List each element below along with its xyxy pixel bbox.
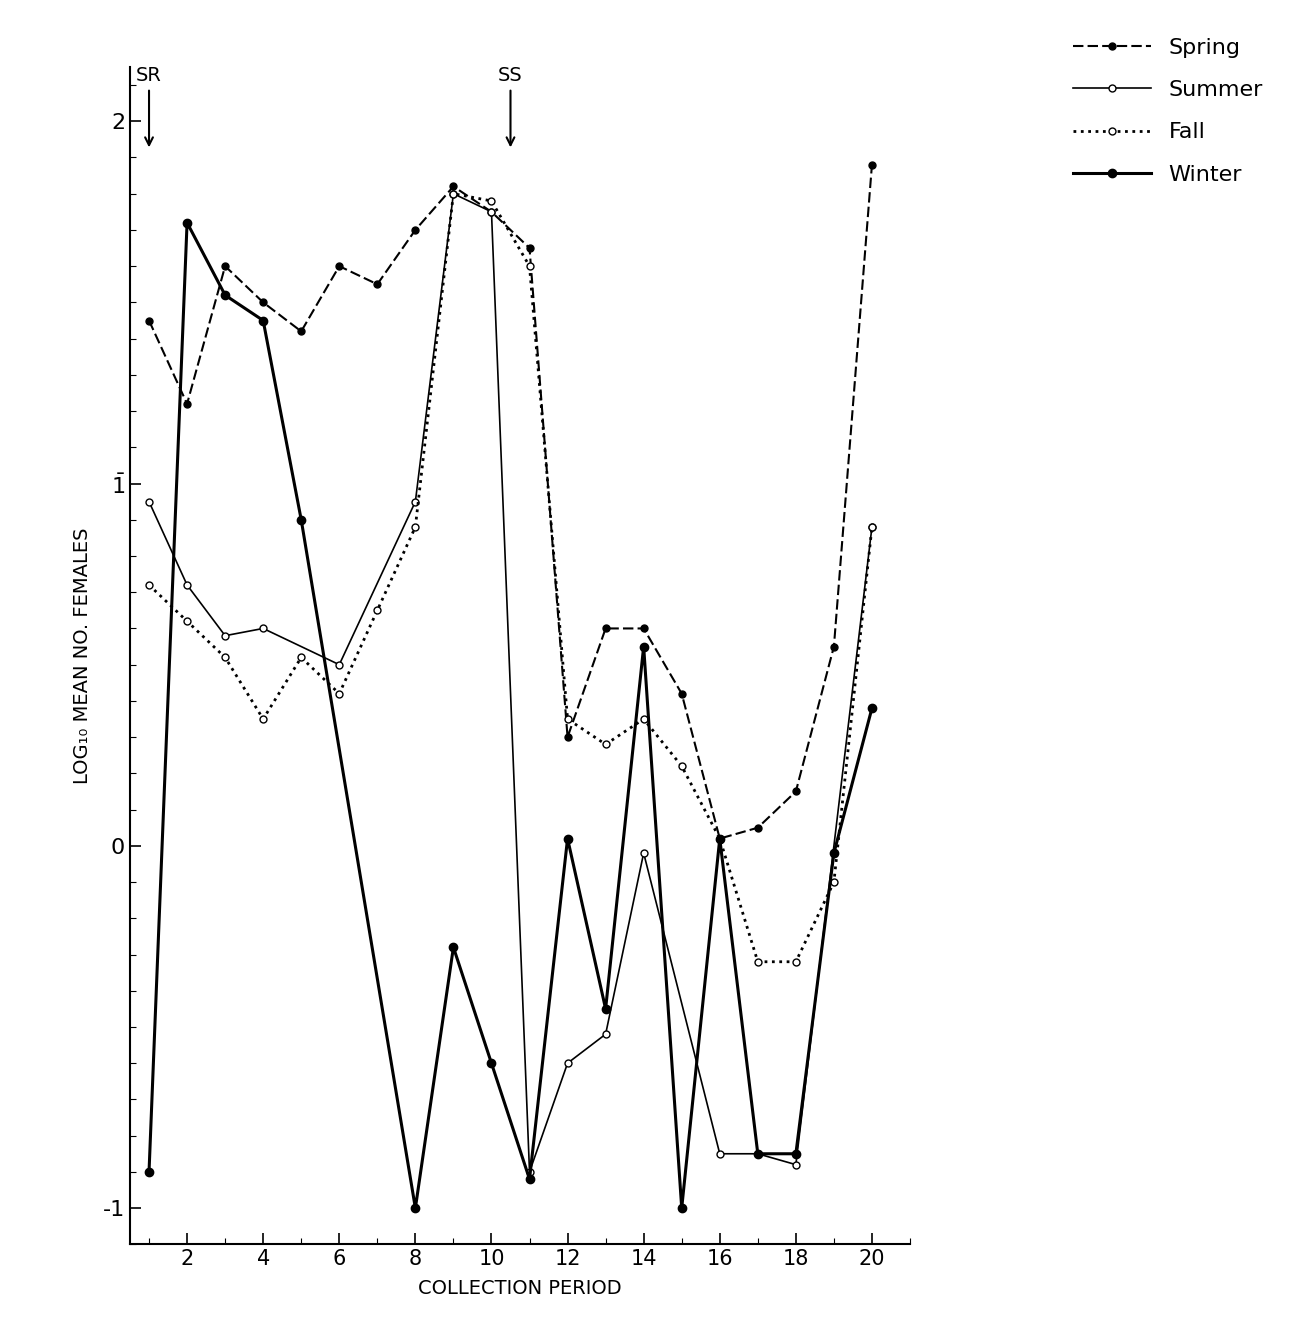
- Fall: [560, 710, 576, 727]
- Fall: [788, 954, 803, 970]
- Fall: [369, 602, 385, 618]
- Winter: [673, 1200, 689, 1216]
- Summer: [636, 846, 651, 862]
- Summer: [179, 577, 195, 593]
- Spring: [712, 831, 728, 847]
- Fall: [750, 954, 766, 970]
- Summer: [560, 1056, 576, 1072]
- Winter: [864, 700, 880, 716]
- Fall: [255, 710, 270, 727]
- Spring: [217, 258, 233, 274]
- Winter: [217, 288, 233, 304]
- Spring: [408, 222, 424, 238]
- Summer: [521, 1164, 537, 1180]
- Fall: [521, 258, 537, 274]
- Spring: [598, 621, 614, 637]
- Winter: [484, 1056, 499, 1072]
- Spring: [636, 621, 651, 637]
- Spring: [294, 324, 309, 340]
- Winter: [294, 511, 309, 527]
- Spring: [369, 276, 385, 292]
- Fall: [179, 613, 195, 629]
- Spring: [484, 203, 499, 219]
- Summer: [142, 494, 157, 510]
- Summer: [750, 1145, 766, 1161]
- Winter: [255, 313, 270, 329]
- Winter: [750, 1145, 766, 1161]
- Spring: [788, 784, 803, 800]
- Line: Winter: Winter: [144, 218, 876, 1212]
- Winter: [179, 214, 195, 230]
- Spring: [864, 157, 880, 173]
- Spring: [179, 396, 195, 412]
- Legend: Spring, Summer, Fall, Winter: Spring, Summer, Fall, Winter: [1072, 37, 1262, 185]
- Winter: [446, 939, 462, 955]
- Summer: [332, 657, 347, 673]
- Text: SS: SS: [498, 66, 523, 145]
- Summer: [598, 1026, 614, 1042]
- Winter: [598, 1001, 614, 1017]
- Y-axis label: LOG₁₀ MEAN NO. FEMALES: LOG₁₀ MEAN NO. FEMALES: [73, 527, 92, 784]
- Summer: [484, 203, 499, 219]
- Spring: [446, 178, 462, 194]
- Winter: [636, 638, 651, 654]
- Fall: [142, 577, 157, 593]
- Summer: [712, 1145, 728, 1161]
- Summer: [217, 628, 233, 644]
- Line: Fall: Fall: [146, 190, 875, 965]
- Winter: [788, 1145, 803, 1161]
- Winter: [560, 831, 576, 847]
- Spring: [673, 685, 689, 701]
- Fall: [446, 186, 462, 202]
- Fall: [673, 759, 689, 775]
- Spring: [255, 294, 270, 310]
- Summer: [864, 519, 880, 535]
- Winter: [712, 831, 728, 847]
- Fall: [332, 685, 347, 701]
- Text: SR: SR: [136, 66, 162, 145]
- Fall: [826, 874, 841, 890]
- Winter: [521, 1171, 537, 1187]
- Fall: [636, 710, 651, 727]
- Spring: [826, 638, 841, 654]
- Fall: [864, 519, 880, 535]
- Fall: [712, 831, 728, 847]
- Summer: [446, 186, 462, 202]
- Fall: [484, 193, 499, 209]
- Spring: [521, 240, 537, 256]
- Line: Summer: Summer: [146, 190, 875, 1175]
- Winter: [142, 1164, 157, 1180]
- Summer: [255, 621, 270, 637]
- Fall: [217, 649, 233, 665]
- Fall: [598, 736, 614, 752]
- Spring: [142, 313, 157, 329]
- Spring: [560, 729, 576, 745]
- Spring: [332, 258, 347, 274]
- Winter: [408, 1200, 424, 1216]
- Winter: [826, 846, 841, 862]
- Summer: [408, 494, 424, 510]
- Fall: [408, 519, 424, 535]
- Fall: [294, 649, 309, 665]
- Summer: [788, 1156, 803, 1172]
- Spring: [750, 820, 766, 836]
- Text: COLLECTION PERIOD: COLLECTION PERIOD: [419, 1279, 621, 1298]
- Line: Spring: Spring: [146, 162, 875, 842]
